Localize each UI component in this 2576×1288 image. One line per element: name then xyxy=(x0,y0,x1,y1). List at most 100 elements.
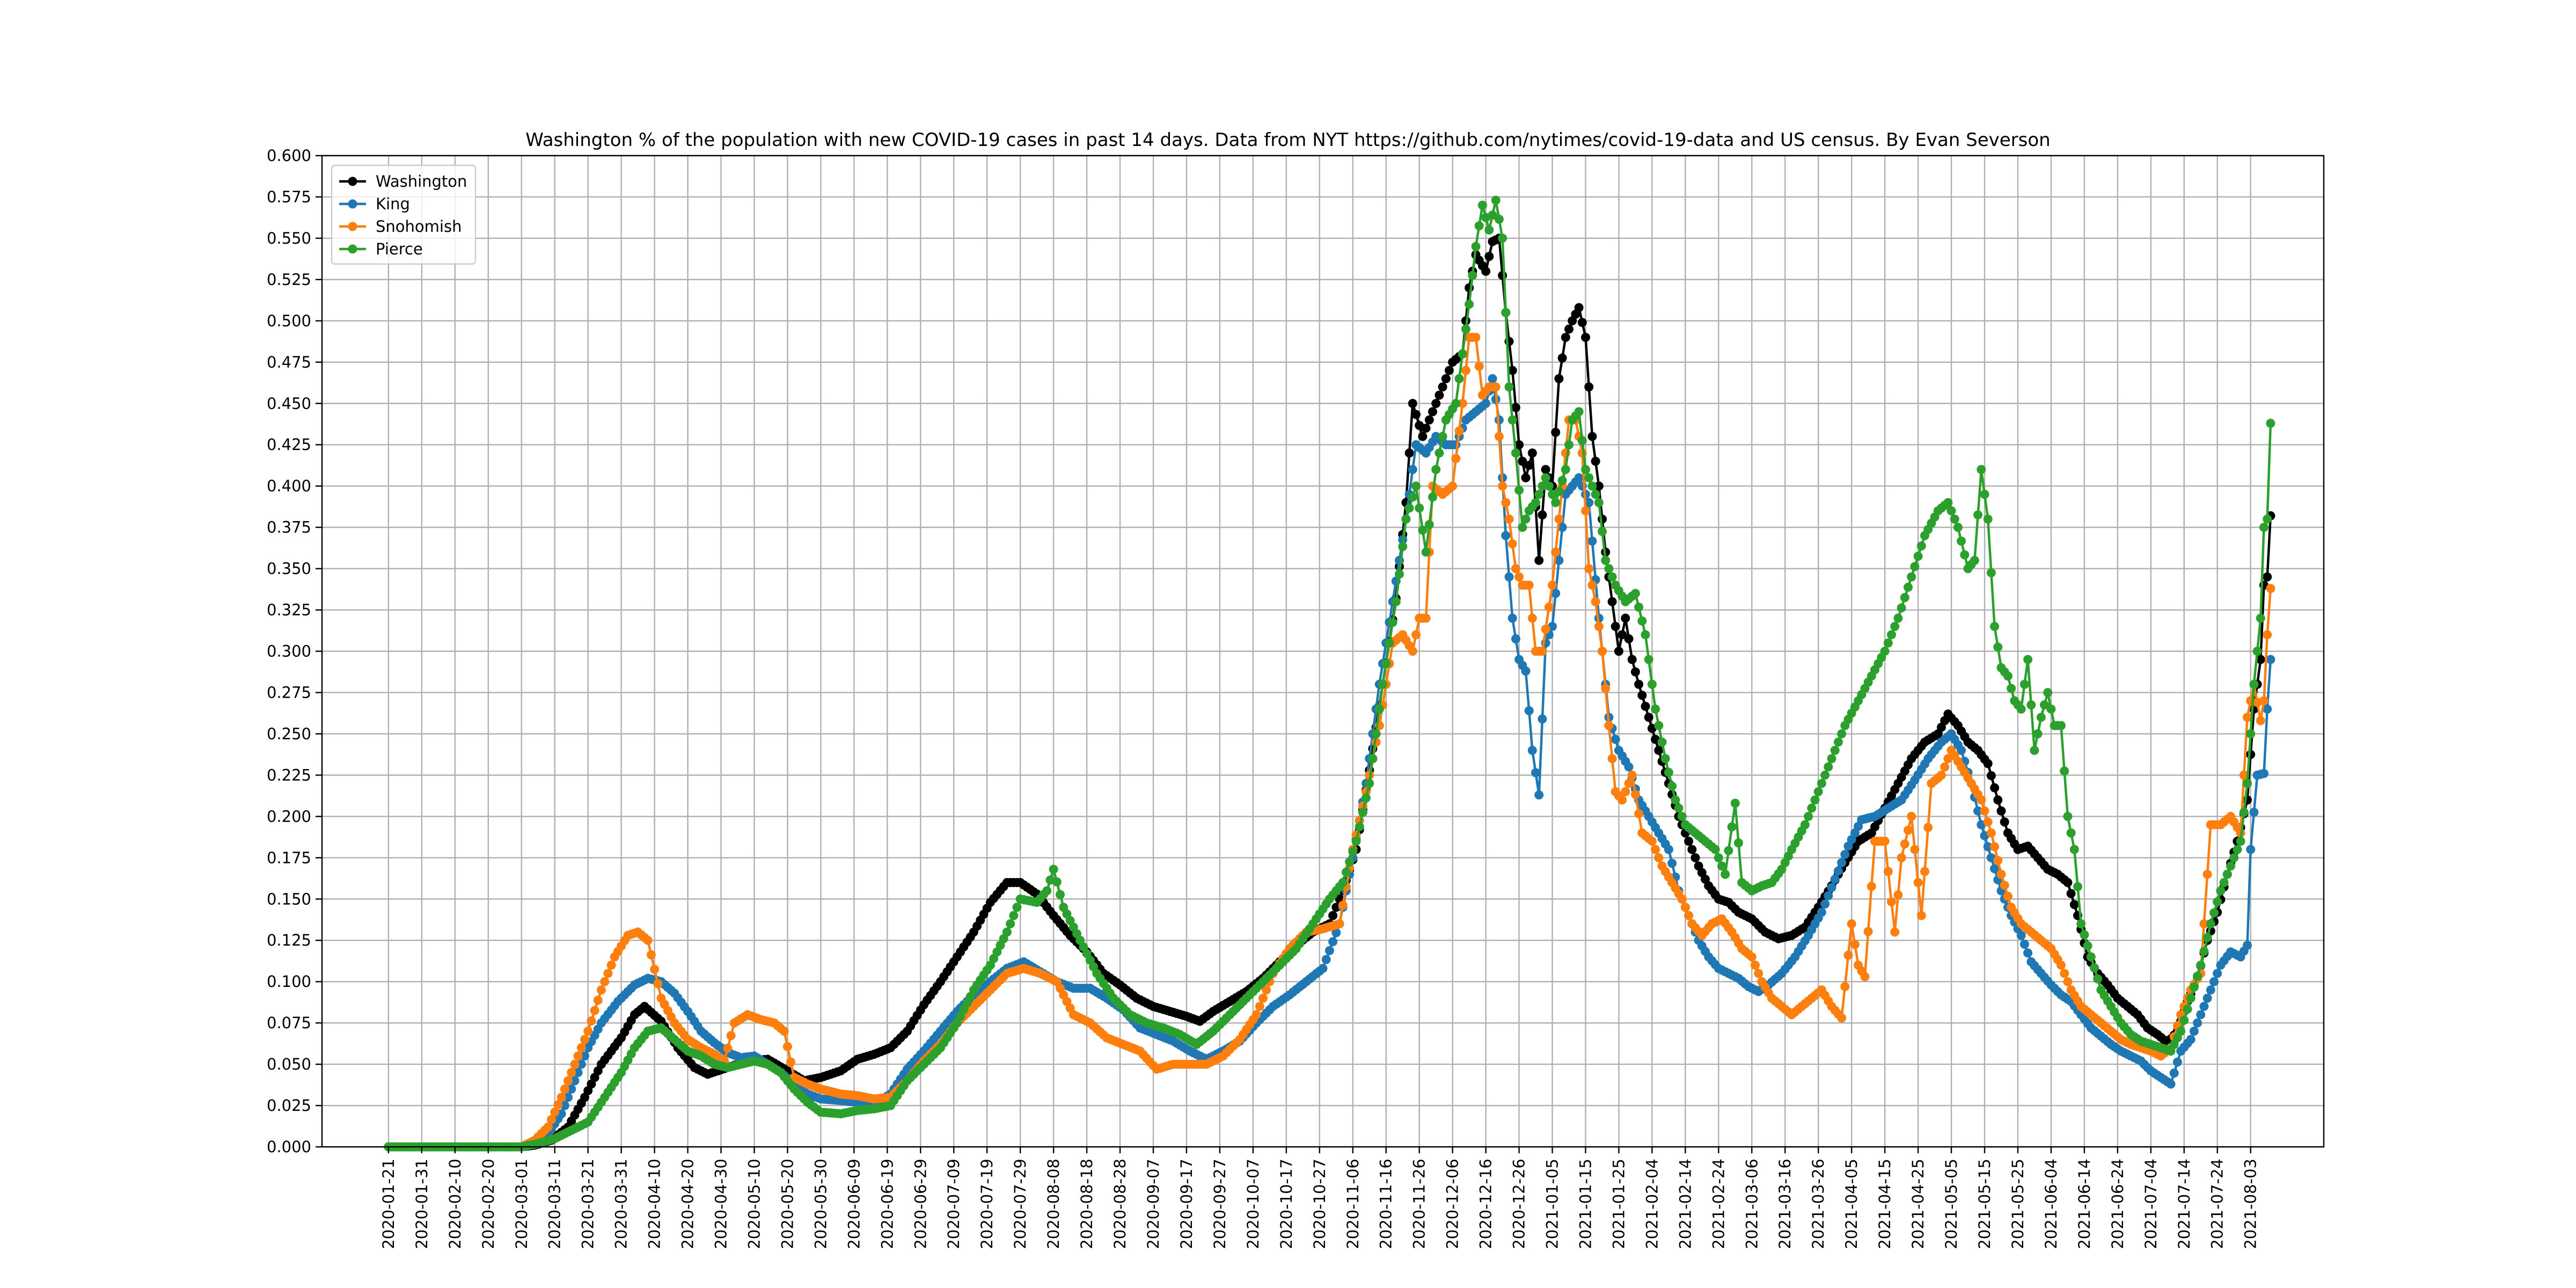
data-point xyxy=(1374,704,1384,714)
data-point xyxy=(1564,324,1574,334)
data-point xyxy=(1721,869,1730,879)
data-point xyxy=(1893,890,1903,900)
data-point xyxy=(1630,667,1640,677)
data-point xyxy=(653,979,663,989)
data-point xyxy=(2263,704,2272,714)
data-point xyxy=(1541,473,1550,482)
data-point xyxy=(1491,195,1501,205)
x-tick-label: 2021-06-24 xyxy=(2109,1159,2127,1249)
x-tick-label: 2020-07-09 xyxy=(945,1159,963,1249)
data-point xyxy=(2263,514,2272,524)
data-point xyxy=(1341,867,1351,877)
data-point xyxy=(1996,869,2006,879)
data-point xyxy=(2019,939,2029,949)
data-point xyxy=(2259,523,2268,532)
data-point xyxy=(2259,696,2268,706)
data-point xyxy=(1524,460,1534,470)
data-point xyxy=(2003,891,2012,901)
data-point xyxy=(1577,436,1587,445)
legend-swatch-marker xyxy=(348,177,357,186)
data-point xyxy=(1647,679,1657,689)
data-point xyxy=(1351,837,1361,846)
legend-swatch-marker xyxy=(348,222,357,231)
data-point xyxy=(1867,882,1876,891)
data-point xyxy=(1800,820,1810,830)
data-point xyxy=(1581,465,1590,474)
data-point xyxy=(1318,964,1328,973)
data-point xyxy=(1551,498,1561,507)
data-point xyxy=(576,1059,586,1069)
data-point xyxy=(1541,625,1550,634)
data-point xyxy=(1584,564,1594,574)
data-point xyxy=(2243,779,2252,788)
data-point xyxy=(567,1084,576,1094)
data-point xyxy=(2266,655,2275,664)
x-tick-label: 2020-01-31 xyxy=(413,1159,431,1249)
data-point xyxy=(1368,754,1378,764)
data-point xyxy=(2199,947,2209,956)
data-point xyxy=(1604,564,1614,574)
data-point xyxy=(1474,221,1484,231)
y-tick-label: 0.325 xyxy=(267,601,311,619)
data-point xyxy=(1461,324,1470,334)
data-point xyxy=(1900,839,1909,849)
x-tick-label: 2020-03-11 xyxy=(546,1159,564,1249)
data-point xyxy=(1667,781,1677,791)
data-point xyxy=(1474,362,1484,371)
data-point xyxy=(603,969,613,978)
x-tick-label: 2020-06-29 xyxy=(911,1159,930,1249)
data-point xyxy=(1983,759,1993,769)
data-point xyxy=(2063,811,2073,821)
legend: Washington King Snohomish Pierce xyxy=(331,164,477,265)
data-point xyxy=(1477,200,1487,210)
data-point xyxy=(1564,440,1574,450)
data-point xyxy=(2246,845,2256,854)
data-point xyxy=(2243,713,2252,722)
data-point xyxy=(2043,688,2053,697)
data-point xyxy=(1824,891,1833,901)
data-point xyxy=(1913,552,1923,561)
data-point xyxy=(1524,580,1534,590)
data-point xyxy=(1990,864,2000,874)
data-point xyxy=(1355,822,1364,832)
data-point xyxy=(1451,399,1461,408)
data-point xyxy=(1498,481,1507,491)
data-point xyxy=(1391,597,1401,606)
data-point xyxy=(1946,506,1956,516)
data-point xyxy=(1717,861,1726,871)
data-point xyxy=(1338,878,1348,887)
data-point xyxy=(1883,867,1893,876)
data-point xyxy=(1534,555,1544,565)
data-point xyxy=(1900,593,1909,602)
data-point xyxy=(1401,514,1411,524)
x-tick-label: 2021-03-06 xyxy=(1743,1159,1761,1249)
data-point xyxy=(1960,550,1970,560)
data-point xyxy=(1990,783,2000,793)
data-point xyxy=(1607,754,1617,764)
y-tick-label: 0.000 xyxy=(267,1138,311,1156)
data-point xyxy=(1647,837,1657,846)
data-point xyxy=(1747,952,1757,962)
x-tick-label: 2020-08-28 xyxy=(1111,1159,1129,1249)
data-point xyxy=(590,1006,599,1015)
data-point xyxy=(1883,638,1893,648)
data-point xyxy=(1461,365,1470,375)
data-point xyxy=(2199,1001,2209,1011)
data-point xyxy=(1408,647,1417,656)
data-point xyxy=(1444,365,1454,375)
data-point xyxy=(1887,897,1896,906)
legend-box xyxy=(331,164,477,265)
data-point xyxy=(1548,580,1557,590)
data-point xyxy=(2239,808,2249,817)
data-point xyxy=(1817,779,1826,788)
data-point xyxy=(1049,865,1058,874)
data-point xyxy=(1833,866,1843,876)
data-point xyxy=(2057,721,2066,730)
data-point xyxy=(1484,225,1494,235)
legend-swatch-marker xyxy=(348,244,357,254)
data-point xyxy=(1644,655,1653,664)
data-point xyxy=(1498,233,1507,243)
data-point xyxy=(1953,523,1963,532)
data-point xyxy=(2189,982,2199,992)
x-tick-label: 2021-06-04 xyxy=(2042,1159,2060,1249)
